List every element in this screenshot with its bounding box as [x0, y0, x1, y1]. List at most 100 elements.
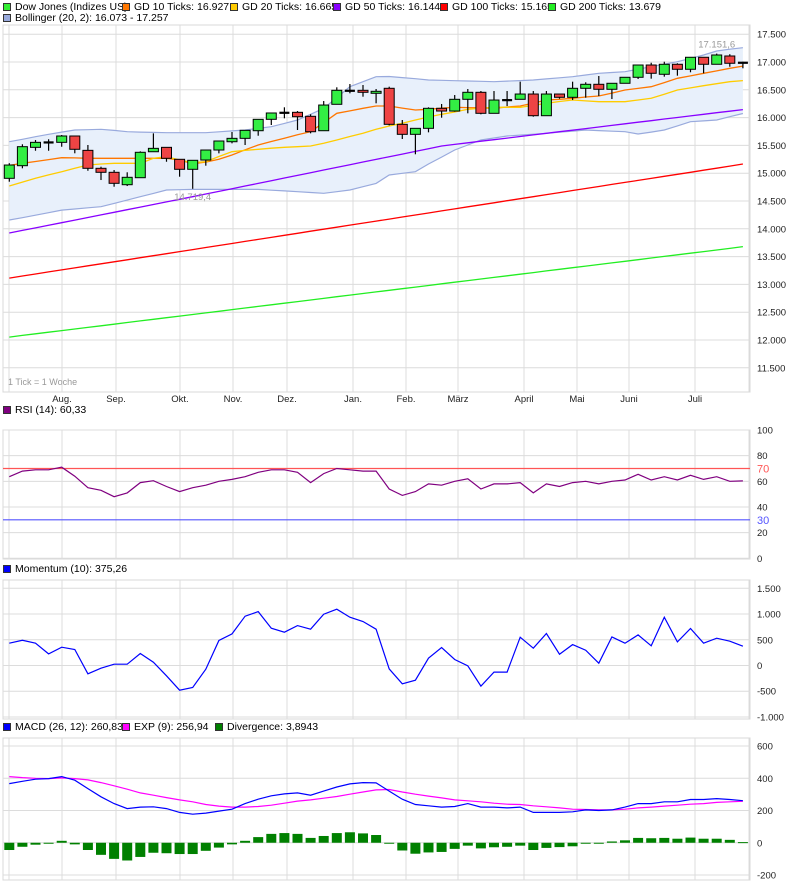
y-tick-label: 13.500 [757, 252, 786, 263]
candle-body-up [462, 91, 474, 100]
candle-body-up [632, 64, 644, 78]
divergence-bar [672, 838, 683, 843]
candle-body-down [383, 87, 395, 125]
divergence-bar [240, 840, 251, 843]
y-tick-label: 12.000 [757, 336, 786, 347]
legend-gd50: GD 50 Ticks: 16.144 [333, 0, 441, 13]
divergence-bar [698, 838, 709, 843]
candle [488, 91, 500, 114]
candle [147, 133, 159, 153]
x-tick-label: Sep. [106, 394, 126, 405]
candle-body-up [30, 141, 41, 148]
candle-body-down [305, 115, 317, 133]
divergence-bar [96, 842, 106, 855]
divergence-bar [56, 840, 67, 843]
gd50-line [9, 108, 743, 234]
legend-swatch [215, 722, 223, 731]
divergence-bar [82, 842, 93, 851]
divergence-bar [633, 837, 644, 843]
legend-label: GD 50 Ticks: 16.144 [345, 0, 441, 13]
candle [357, 85, 369, 97]
candle-body-up [252, 118, 264, 132]
candle [265, 112, 277, 125]
momentum-line [9, 608, 744, 691]
panel-macd: 600 400 200 0 -200 [2, 737, 776, 882]
legend-label: GD 100 Ticks: 15.165 [452, 0, 553, 13]
divergence-bar [502, 842, 513, 847]
divergence-bar [187, 842, 198, 855]
legend-label: RSI (14): 60,33 [15, 403, 87, 416]
candle-body-up [187, 159, 199, 170]
panel-rsi: 100 80 60 40 20 0 [2, 426, 773, 565]
legend-gd200: GD 200 Ticks: 13.679 [548, 1, 661, 13]
legend-swatch [3, 405, 11, 414]
y-tick-label: 60 [757, 477, 768, 488]
high-annotation: 17.151,6 [698, 40, 735, 51]
candle [82, 145, 94, 171]
legend-label: GD 10 Ticks: 16.927 [134, 0, 230, 13]
candle [344, 84, 355, 94]
candle [108, 170, 120, 187]
x-tick-label: April [514, 394, 533, 405]
candle-body-up [331, 89, 343, 105]
divergence-bar [17, 842, 28, 847]
candle-body-up [318, 104, 330, 132]
divergence-bar [711, 838, 722, 843]
candle [606, 82, 618, 100]
candle-body-up [56, 135, 68, 143]
legend-label: GD 20 Ticks: 16.665 [242, 0, 338, 13]
candle [527, 91, 539, 117]
y-tick-label: 600 [757, 742, 773, 753]
divergence-bar [358, 833, 368, 843]
divergence-bar [43, 842, 54, 844]
legend-swatch [440, 2, 448, 11]
y-tick-label: 80 [757, 451, 768, 462]
rsi-reference-label: 30 [757, 515, 769, 527]
candle-body-up [658, 63, 670, 75]
divergence-bar [685, 837, 696, 843]
gd20-line [9, 79, 743, 187]
legend-swatch [3, 722, 11, 731]
legend-label: MACD (26, 12): 260,83 [15, 720, 123, 733]
y-tick-label: 500 [757, 635, 773, 646]
x-tick-label: Feb. [396, 394, 415, 405]
x-tick-label: Juni [620, 394, 637, 405]
x-tick-label: Mai [569, 394, 584, 405]
divergence-bar [737, 842, 748, 844]
y-tick-label: 200 [757, 806, 773, 817]
y-tick-label: 0 [757, 838, 762, 849]
divergence-bar [580, 842, 591, 844]
candle-body-doji [43, 141, 54, 144]
legend-rsi: RSI (14): 60,33 [3, 403, 87, 416]
divergence-bar [4, 842, 15, 851]
candle-body-down [69, 135, 81, 150]
panel-momentum: 1.500 1.000 500 0 -500 -1.000 [2, 579, 784, 723]
candle [554, 93, 565, 99]
divergence-bar [515, 842, 526, 846]
y-tick-label: 400 [757, 774, 773, 785]
divergence-bar [462, 842, 473, 846]
y-tick-label: 1.500 [757, 584, 781, 595]
candle-body-up [226, 137, 238, 143]
candle-body-up [3, 164, 15, 179]
legend-label: Divergence: 3,8943 [227, 720, 319, 733]
y-tick-label: -500 [757, 687, 776, 698]
divergence-bar [148, 842, 159, 853]
y-tick-label: 17.500 [757, 30, 786, 41]
legend-swatch [230, 2, 238, 11]
legend-label: Dow Jones (Indizes US) [15, 0, 128, 13]
candle [383, 86, 395, 126]
candle [737, 61, 748, 69]
candle-body-up [200, 149, 212, 161]
candle-body-down [357, 89, 369, 93]
candle-body-up [580, 83, 592, 89]
candle [226, 132, 238, 144]
divergence-bar [161, 842, 172, 854]
candle-body-doji [344, 89, 355, 92]
candle [396, 119, 408, 140]
candle [69, 135, 81, 154]
y-tick-label: -1.000 [757, 712, 784, 723]
candle [292, 111, 303, 130]
divergence-bar [659, 837, 670, 843]
